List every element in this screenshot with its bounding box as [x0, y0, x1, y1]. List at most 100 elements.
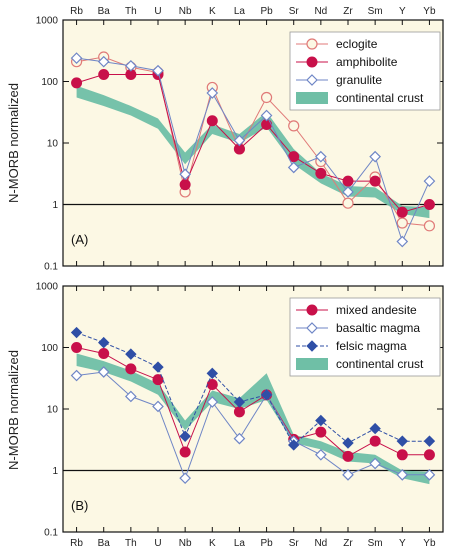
panel-b-xtick-label: Pb [260, 538, 273, 546]
panel-a-point-granulite [423, 175, 436, 187]
panel-a-ytick-label: 1 [52, 200, 58, 211]
panel-a-point-amphibolite [342, 175, 354, 187]
panel-b-xtick-label: Nd [314, 538, 327, 546]
panel-b-point-felsic-magma [315, 414, 327, 427]
panel-b-xtick-label: K [209, 538, 216, 546]
panel-a-legend-entry: amphibolite [336, 55, 398, 69]
panel-a-ytick-label: 0.1 [44, 262, 58, 273]
panel-b-point-basaltic-magma [179, 472, 191, 485]
panel-a-xtick-label: Yb [423, 6, 436, 17]
panel-b-point-felsic-magma [98, 336, 110, 349]
panel-b-legend-entry: mixed andesite [336, 303, 417, 317]
panel-b-point-basaltic-magma [97, 366, 110, 378]
panel-b-point-basaltic-magma [125, 390, 137, 403]
panel-a-point-granulite [260, 109, 273, 122]
panel-b-legend-entry: basaltic magma [336, 321, 420, 335]
panel-b-point-mixed-andesite [342, 450, 354, 462]
panel-b-point-felsic-magma [125, 348, 137, 360]
panel-a-xtick-label: Pb [260, 6, 273, 17]
panel-b-point-basaltic-magma [70, 369, 83, 382]
panel-a-ytick-label: 1000 [36, 16, 59, 27]
panel-b-point-felsic-magma [233, 396, 246, 408]
panel-b-point-mixed-andesite [396, 449, 408, 461]
panel-a-point-granulite [152, 64, 164, 77]
panel-a-legend-entry: granulite [336, 73, 382, 87]
panel-b-point-felsic-magma [396, 435, 408, 447]
panel-b-point-mixed-andesite [369, 435, 381, 447]
panel-a-point-granulite [70, 52, 83, 64]
panel-b-legend-band-swatch [296, 358, 328, 370]
panel-b-series-line-basaltic-magma [76, 371, 430, 480]
panel-b-point-mixed-andesite [233, 406, 245, 418]
panel-a-legend-entry: continental crust [336, 91, 424, 105]
panel-a-point-granulite [206, 87, 219, 99]
panel-b-xtick-label: Yb [423, 538, 436, 546]
panel-b-ylabel: N-MORB normalized [6, 350, 21, 470]
panel-b-point-mixed-andesite [71, 342, 83, 353]
panel-a-continental-crust-band [76, 85, 430, 219]
panel-b-point-basaltic-magma [152, 400, 164, 413]
panel-b-xtick-label: Rb [70, 538, 83, 546]
panel-a-point-eclogite [288, 120, 300, 132]
panel-b-series-line-felsic-magma [76, 332, 430, 446]
panel-b-ytick-label: 1 [52, 466, 58, 477]
panel-a-point-amphibolite [315, 167, 327, 179]
panel-a-label: (A) [71, 232, 88, 247]
panel-a-legend-marker [306, 38, 318, 50]
panel-a-xtick-label: Ba [98, 6, 111, 17]
panel-b-point-felsic-magma [206, 367, 218, 380]
panel-a-xtick-label: Y [399, 6, 406, 17]
panel-a-point-amphibolite [396, 206, 408, 218]
panel-b-xtick-label: La [234, 538, 246, 546]
panel-b-point-felsic-magma [179, 430, 191, 442]
panel-a-point-amphibolite [369, 175, 381, 187]
panel-a-xtick-label: Sr [289, 6, 300, 17]
panel-b-point-mixed-andesite [179, 446, 191, 458]
panel-a-point-amphibolite [71, 77, 83, 89]
panel-b-point-felsic-magma [70, 326, 83, 339]
panel-a-legend-band-swatch [296, 92, 328, 104]
panel-a-point-amphibolite [98, 68, 110, 80]
panel-b-point-basaltic-magma [423, 468, 436, 481]
panel-b-ytick-label: 0.1 [44, 528, 58, 539]
panel-a-xtick-label: K [209, 6, 216, 17]
panel-a-frame [62, 19, 444, 267]
panel-a-point-amphibolite [423, 199, 435, 210]
panel-a-point-amphibolite [179, 179, 191, 191]
panel-a-xtick-label: Rb [70, 6, 83, 17]
panel-b-xtick-label: Sr [289, 538, 300, 546]
panel-a-xtick-label: U [154, 6, 161, 17]
panel-b-legend-entry: continental crust [336, 357, 424, 371]
panel-a-point-amphibolite [206, 115, 218, 127]
panel-b-point-basaltic-magma [396, 468, 409, 481]
panel-a-point-granulite [369, 150, 381, 163]
panel-a-point-granulite [179, 168, 191, 181]
panel-b-label: (B) [71, 498, 88, 513]
panel-b-point-felsic-magma [260, 389, 273, 401]
panel-b-xtick-label: Nb [179, 538, 192, 546]
panel-b-ytick-label: 1000 [36, 282, 59, 293]
panel-b-point-felsic-magma [342, 437, 354, 449]
panel-a-xtick-label: Th [125, 6, 137, 17]
panel-b-xtick-label: Th [125, 538, 137, 546]
panel-b-point-mixed-andesite [152, 374, 164, 386]
panel-b-point-mixed-andesite [423, 449, 435, 461]
panel-a-point-eclogite [260, 91, 273, 104]
panel-a-legend-entry: eclogite [336, 37, 378, 51]
panel-a-ytick-label: 100 [41, 77, 58, 88]
panel-a-legend-marker [306, 56, 318, 68]
panel-b-point-basaltic-magma [315, 448, 327, 461]
panel-b-point-mixed-andesite [125, 363, 137, 375]
panel-b-point-felsic-magma [152, 361, 164, 373]
panel-b-ytick-label: 100 [41, 343, 58, 354]
panel-a-point-eclogite [423, 220, 436, 232]
panel-a-point-granulite [97, 55, 110, 68]
panel-b-continental-crust-band [76, 353, 430, 485]
panel-b-legend-marker [306, 322, 318, 334]
panel-a-ylabel: N-MORB normalized [6, 83, 21, 203]
panel-b-point-basaltic-magma [342, 468, 354, 481]
panel-a-ytick-label: 10 [47, 139, 59, 150]
panel-b-point-basaltic-magma [369, 457, 381, 470]
panel-b-xtick-label: Sm [368, 538, 383, 546]
